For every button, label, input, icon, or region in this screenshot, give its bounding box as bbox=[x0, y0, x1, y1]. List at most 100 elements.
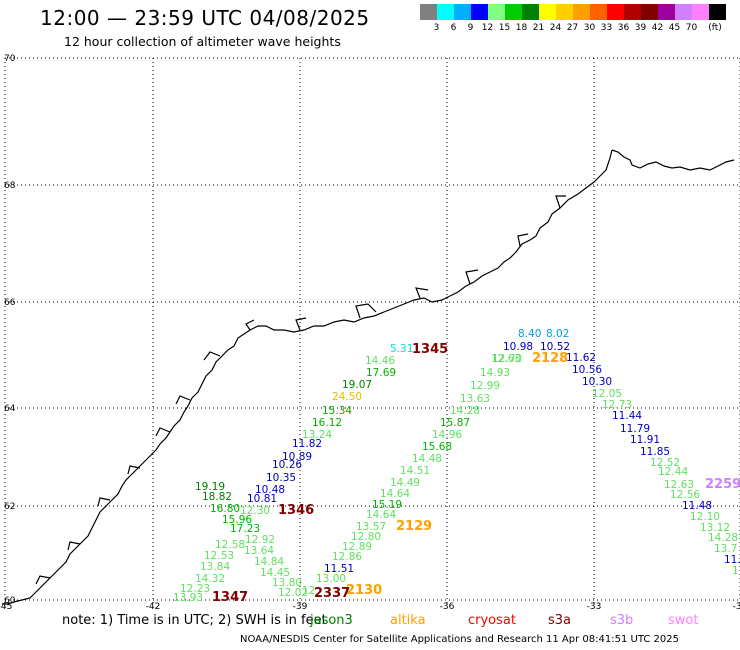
wave-height-label: 12.63 bbox=[664, 479, 694, 491]
wave-height-label: 12.56 bbox=[670, 489, 700, 501]
legend-sat-s3b: s3b bbox=[610, 613, 634, 628]
pass-time-label: 1347 bbox=[212, 590, 248, 605]
wave-height-label: 14.28 bbox=[450, 405, 480, 417]
scale-label: 18 bbox=[515, 23, 528, 33]
wave-height-label: 13.00 bbox=[316, 573, 346, 585]
scale-swatch bbox=[590, 4, 607, 20]
scale-swatch bbox=[675, 4, 692, 20]
scale-label: 33 bbox=[600, 23, 613, 33]
wave-height-label: 13.93 bbox=[173, 592, 203, 604]
wave-height-label: 10.30 bbox=[582, 376, 612, 388]
wave-height-label: 12 bbox=[302, 585, 315, 597]
wave-height-label: 12.30 bbox=[240, 505, 270, 517]
satellite-legend: note: 1) Time is in UTC; 2) SWH is in fe… bbox=[0, 613, 740, 631]
scale-label: 3 bbox=[433, 23, 440, 33]
scale-swatch bbox=[539, 4, 556, 20]
wave-height-label: 12.92 bbox=[245, 534, 275, 546]
lat-label: 66 bbox=[4, 298, 16, 308]
scale-swatch bbox=[573, 4, 590, 20]
legend-sat-s3a: s3a bbox=[548, 613, 572, 628]
lon-label: -36 bbox=[440, 602, 455, 612]
wave-height-label: 14.28 bbox=[708, 532, 738, 544]
lon-label: -42 bbox=[146, 602, 161, 612]
scale-swatch bbox=[437, 4, 454, 20]
wave-height-label: 12.23 bbox=[180, 583, 210, 595]
wave-height-label: 10.89 bbox=[282, 451, 312, 463]
wave-height-label: 10.81 bbox=[247, 493, 277, 505]
axis-labels: -45 -42 -39 -36 -33 -30 70 68 66 64 62 60 bbox=[0, 54, 740, 612]
map-subtitle: 12 hour collection of altimeter wave hei… bbox=[64, 34, 341, 49]
wave-height-label: 10.56 bbox=[572, 364, 602, 376]
wave-height-label: 12.73 bbox=[602, 399, 632, 411]
scale-swatch bbox=[522, 4, 539, 20]
wave-height-label: 12.05 bbox=[592, 388, 622, 400]
wave-height-label: 13.12 bbox=[700, 522, 730, 534]
wave-height-label: 11.44 bbox=[612, 410, 642, 422]
legend-sat-cryosat: cryosat bbox=[468, 613, 516, 628]
wave-height-label: 16.12 bbox=[312, 417, 342, 429]
scale-label: 45 bbox=[668, 23, 681, 33]
scale-label: 6 bbox=[450, 23, 457, 33]
scale-label: 36 bbox=[617, 23, 630, 33]
wave-height-label: 10.98 bbox=[503, 341, 533, 353]
wave-height-label: 8.02 bbox=[546, 328, 569, 340]
wave-height-label: 13.24 bbox=[302, 429, 332, 441]
wave-height-label: 13.64 bbox=[244, 545, 274, 557]
lat-label: 62 bbox=[4, 502, 15, 512]
wave-height-label: 17.23 bbox=[230, 523, 260, 535]
scale-swatch bbox=[471, 4, 488, 20]
wave-height-label: 12.80 bbox=[351, 531, 381, 543]
wave-height-label: 12.63 bbox=[491, 353, 521, 365]
pass-time-label: 2259 bbox=[705, 477, 740, 492]
wave-height-label: 11. bbox=[724, 554, 740, 566]
wave-height-label: 14.48 bbox=[412, 453, 442, 465]
wave-height-label: 12.44 bbox=[658, 466, 688, 478]
wave-height-label: 12.89 bbox=[342, 541, 372, 553]
lat-label: 70 bbox=[4, 54, 16, 64]
wave-height-label: 5.31 bbox=[390, 343, 413, 355]
wave-height-label: 12.58 bbox=[215, 539, 245, 551]
wave-height-label: 13.84 bbox=[200, 561, 230, 573]
wave-height-label: 12.86 bbox=[332, 551, 362, 563]
wave-height-label: 12.02 bbox=[278, 587, 308, 599]
wave-height-label: 14.64 bbox=[380, 488, 410, 500]
wave-height-label: 14.51 bbox=[400, 465, 430, 477]
lon-label: -30 bbox=[733, 602, 740, 612]
scale-swatch bbox=[607, 4, 624, 20]
scale-swatch bbox=[505, 4, 522, 20]
wave-height-label: 10.35 bbox=[266, 472, 296, 484]
wave-height-label: 13.80 bbox=[272, 577, 302, 589]
wave-height-label: 15.96 bbox=[222, 514, 252, 526]
scale-label: 12 bbox=[481, 23, 494, 33]
lat-label: 64 bbox=[4, 404, 16, 414]
wave-height-label: 10.26 bbox=[272, 459, 302, 471]
wave-height-label: 12.99 bbox=[470, 380, 500, 392]
scale-swatch bbox=[454, 4, 471, 20]
wave-height-label: 12.53 bbox=[204, 550, 234, 562]
wave-height-label: 13.63 bbox=[460, 393, 490, 405]
wave-height-label: 1 bbox=[732, 565, 739, 577]
wave-height-label: 19.19 bbox=[195, 481, 225, 493]
wave-height-label: 14.49 bbox=[390, 477, 420, 489]
scale-swatch bbox=[658, 4, 675, 20]
pass-time-label: 2337 bbox=[314, 586, 350, 601]
credit-line: NOAA/NESDIS Center for Satellite Applica… bbox=[240, 634, 679, 645]
pass-time-label: 2130 bbox=[346, 583, 382, 598]
scale-label: 39 bbox=[634, 23, 647, 33]
wave-height-label: 14.46 bbox=[365, 355, 395, 367]
scale-label: 9 bbox=[467, 23, 474, 33]
wave-height-label: 18.82 bbox=[202, 491, 232, 503]
legend-sat-jason3: jason3 bbox=[310, 613, 353, 628]
wave-height-label: 14.32 bbox=[195, 573, 225, 585]
wave-height-label: 12.52 bbox=[650, 457, 680, 469]
scale-swatch bbox=[556, 4, 573, 20]
pass-time-label: 1346 bbox=[278, 503, 314, 518]
wave-height-label: 11.85 bbox=[640, 446, 670, 458]
wave-height-label: 17.69 bbox=[366, 367, 396, 379]
wave-height-label: 15.19 bbox=[372, 499, 402, 511]
legend-sat-swot: swot bbox=[668, 613, 699, 628]
lon-label: -39 bbox=[293, 602, 308, 612]
scale-swatch bbox=[641, 4, 658, 20]
scale-swatch bbox=[624, 4, 641, 20]
